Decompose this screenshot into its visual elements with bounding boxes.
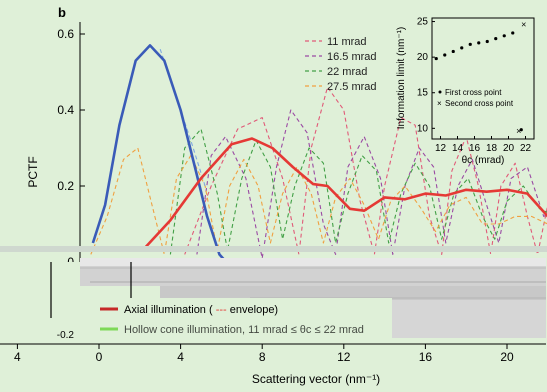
inset-first-cross-point bbox=[468, 42, 472, 46]
inset-first-cross-point bbox=[443, 53, 447, 57]
inset-legend-second: Second cross point bbox=[445, 99, 514, 108]
series-line-16-5-mrad bbox=[196, 109, 547, 259]
inset-y-tick-label: 25 bbox=[417, 17, 429, 28]
inset-second-cross-point: × bbox=[521, 19, 526, 29]
y-tick-label: 0.4 bbox=[57, 103, 74, 117]
inset-first-cross-point bbox=[434, 56, 438, 61]
inset-first-cross-point bbox=[451, 49, 455, 54]
inset-first-cross-point bbox=[477, 41, 481, 45]
top-legend-label: 22 mrad bbox=[327, 66, 367, 78]
inset-x-tick-label: 18 bbox=[486, 143, 498, 154]
first-cross-marker bbox=[438, 90, 442, 94]
inset-y-tick-label: 15 bbox=[417, 88, 429, 99]
x-ticks: 404812162024 bbox=[14, 344, 514, 364]
inset-frame bbox=[431, 17, 535, 140]
inset-first-cross-point bbox=[502, 34, 506, 38]
series-line-axial-illumination-envelope bbox=[91, 44, 231, 267]
inset-legend-first: First cross point bbox=[445, 88, 502, 97]
x-tick-label: 12 bbox=[337, 350, 351, 364]
inset-x-axis-label: θc (mrad) bbox=[462, 155, 505, 166]
x-tick-label: 0 bbox=[96, 350, 103, 364]
inset-points: ×× bbox=[434, 19, 526, 136]
axial-legend-dashes: --- bbox=[216, 304, 227, 316]
inset-x-tick-label: 12 bbox=[435, 143, 447, 154]
series-line-axial-illumination bbox=[144, 137, 547, 248]
y-axis-label: PCTF bbox=[26, 156, 40, 187]
inset-first-cross-point bbox=[494, 37, 498, 41]
inset-y-axis-label: Information limit (nm⁻¹) bbox=[396, 27, 407, 130]
series-line-22-mrad bbox=[169, 128, 547, 255]
top-legend-label: 11 mrad bbox=[327, 36, 367, 48]
axial-legend-label: Axial illumination ( --- envelope) bbox=[124, 304, 278, 316]
inset-x-tick-label: 22 bbox=[520, 143, 532, 154]
inset-legend: First cross point × Second cross point bbox=[437, 88, 514, 108]
x-tick-label: 20 bbox=[500, 350, 514, 364]
top-legend-label: 16.5 mrad bbox=[327, 51, 377, 63]
y-tick-label: 0.2 bbox=[57, 179, 74, 193]
inset-y-ticks: 25 20 15 10 bbox=[417, 17, 435, 134]
inset-first-cross-point bbox=[485, 39, 489, 44]
x-tick-label: 4 bbox=[177, 350, 184, 364]
series-layer bbox=[90, 44, 547, 267]
inset-first-cross-point bbox=[519, 128, 523, 132]
inset-second-cross-point: × bbox=[516, 126, 521, 136]
y-ticks: 0.60.40.20 bbox=[57, 27, 85, 269]
x-tick-label: 16 bbox=[419, 350, 433, 364]
y-tick-label: 0.6 bbox=[57, 27, 74, 41]
axial-legend-text: Axial illumination ( bbox=[124, 304, 213, 316]
main-plot: 0.6 0.4 0.2 0 PCTF Axial illumination ( ---… bbox=[0, 22, 547, 386]
top-legend-label: 27.5 mrad bbox=[327, 81, 377, 93]
bottom-legend: Axial illumination ( --- envelope) Hollo… bbox=[57, 298, 392, 341]
inset-x-ticks: 12 14 16 18 20 22 bbox=[435, 136, 532, 154]
inset-x-tick-label: 20 bbox=[503, 143, 515, 154]
hollow-cone-legend-label: Hollow cone illumination, 11 mrad ≤ θc ≤… bbox=[124, 324, 364, 336]
x-tick-label: 4 bbox=[14, 350, 21, 364]
top-legend: 11 mrad 16.5 mrad 22 mrad 27.5 mrad bbox=[305, 36, 377, 93]
inset-first-cross-point bbox=[511, 31, 515, 35]
inset-y-tick-label: 20 bbox=[417, 52, 429, 63]
x-tick-label: 8 bbox=[259, 350, 266, 364]
bottom-tick-label: -0.2 bbox=[57, 330, 75, 341]
inset-y-tick-label: 10 bbox=[417, 123, 429, 134]
series-line-27-5-mrad bbox=[90, 147, 547, 255]
second-cross-marker: × bbox=[437, 99, 442, 108]
x-axis-label: Scattering vector (nm⁻¹) bbox=[252, 372, 380, 386]
axial-legend-extra: envelope) bbox=[230, 304, 278, 316]
panel-label: b bbox=[58, 5, 66, 20]
inset-x-tick-label: 14 bbox=[452, 143, 464, 154]
inset-x-tick-label: 16 bbox=[469, 143, 481, 154]
inset-first-cross-point bbox=[460, 46, 464, 50]
series-line-11-mrad bbox=[184, 86, 547, 255]
